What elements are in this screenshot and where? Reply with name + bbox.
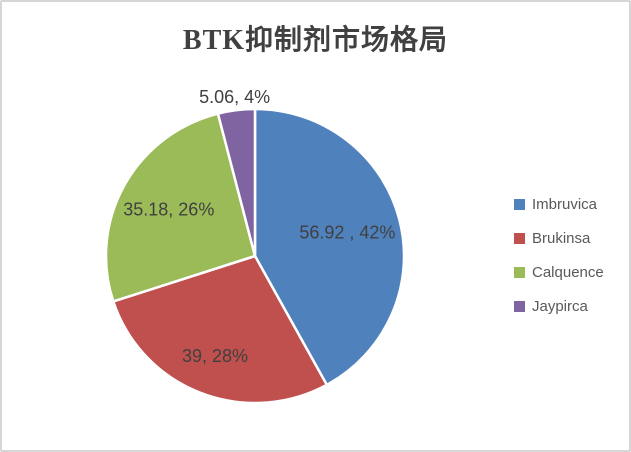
pie-slice-jaypirca <box>216 107 257 257</box>
data-label-imbruvica: 56.92 , 42% <box>299 223 395 243</box>
legend-item-brukinsa: Brukinsa <box>514 228 604 248</box>
legend-label: Brukinsa <box>532 229 591 247</box>
legend-label: Jaypirca <box>532 297 588 315</box>
legend-label: Imbruvica <box>532 195 598 213</box>
pie-slice-imbruvica <box>253 107 406 387</box>
legend-swatch-icon <box>514 300 525 312</box>
data-label-brukinsa: 39, 28% <box>182 346 248 366</box>
legend-item-jaypirca: Jaypirca <box>514 296 604 316</box>
chart-title: BTK抑制剂市场格局 <box>182 25 449 56</box>
data-label-calquence: 35.18, 26% <box>123 199 214 219</box>
pie-slice-brukinsa <box>111 254 329 405</box>
pie-slice-calquence <box>104 112 257 303</box>
legend-item-imbruvica: Imbruvica <box>514 194 604 214</box>
legend-label: Calquence <box>532 263 604 281</box>
legend-swatch-icon <box>514 232 525 244</box>
legend-swatch-icon <box>514 266 525 278</box>
data-label-jaypirca: 5.06, 4% <box>199 87 270 107</box>
legend-swatch-icon <box>514 198 525 210</box>
legend: Imbruvica Brukinsa Calquence Jaypirca <box>514 194 604 330</box>
legend-item-calquence: Calquence <box>514 262 604 282</box>
